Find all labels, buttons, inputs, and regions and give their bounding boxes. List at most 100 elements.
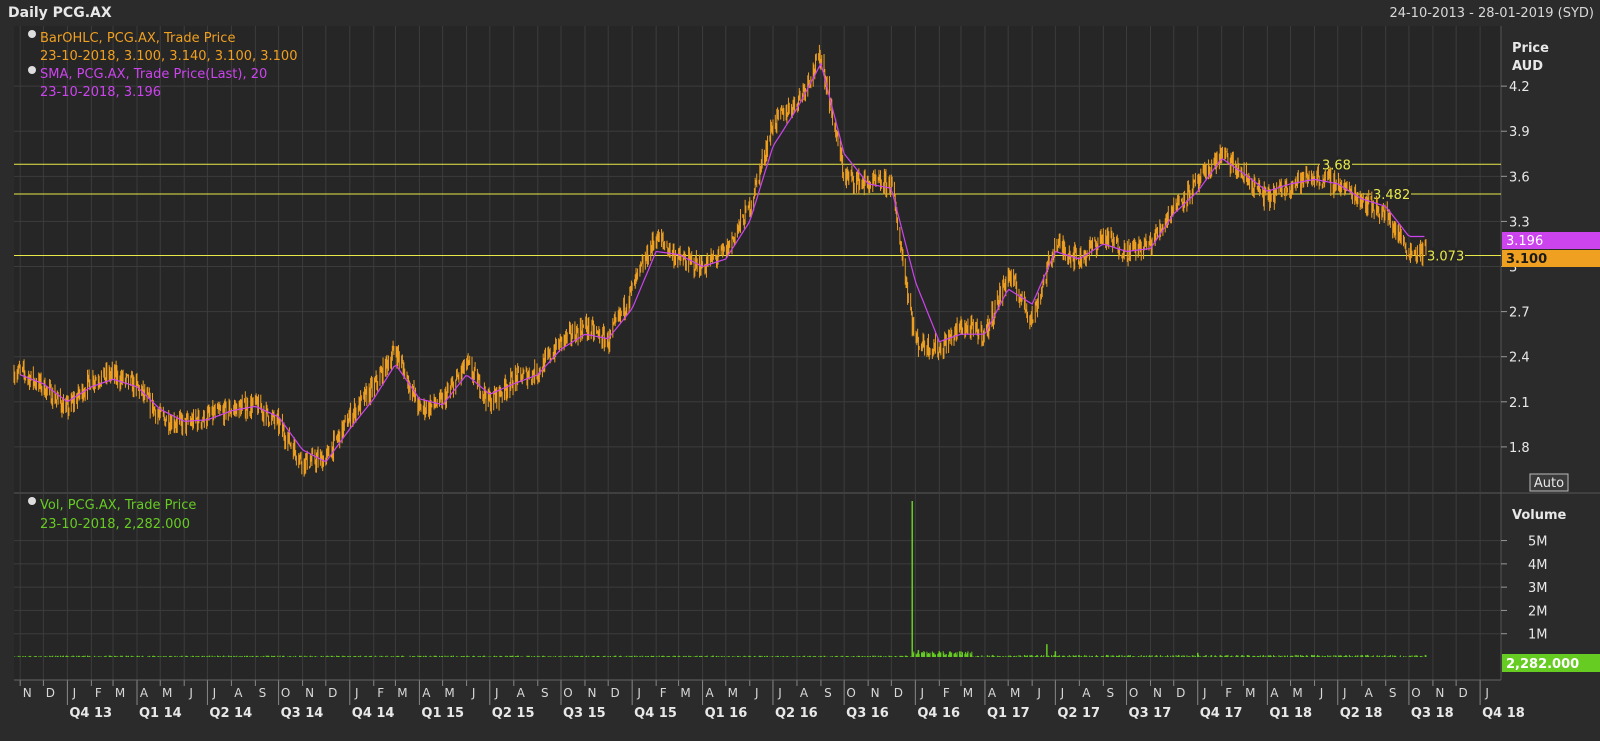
price-axis-unit: AUD — [1512, 59, 1543, 74]
sma-price-tag: 3.196 — [1502, 232, 1600, 249]
x-month-label: A — [1082, 686, 1091, 700]
level-label: 3.073 — [1427, 250, 1464, 265]
x-month-label: J — [1319, 686, 1324, 700]
x-month-label: A — [517, 686, 526, 700]
x-month-label: D — [611, 686, 620, 700]
x-month-label: J — [354, 686, 359, 700]
x-quarter-label: Q4 15 — [634, 706, 677, 721]
x-quarter-label: Q1 15 — [421, 706, 464, 721]
x-quarter-label: Q3 17 — [1129, 706, 1172, 721]
auto-scale-button[interactable]: Auto — [1529, 473, 1569, 492]
x-month-label: A — [705, 686, 714, 700]
y-tick-label: 3M — [1528, 581, 1548, 596]
chart-title: Daily PCG.AX — [8, 5, 112, 21]
x-quarter-label: Q2 17 — [1057, 706, 1100, 721]
y-tick-label: 1.8 — [1509, 441, 1530, 456]
x-month-label: O — [1411, 686, 1420, 700]
x-month-label: M — [1010, 686, 1020, 700]
x-month-label: J — [1484, 686, 1489, 700]
x-quarter-label: Q2 15 — [492, 706, 535, 721]
ohlc-legend-line1: BarOHLC, PCG.AX, Trade Price — [40, 31, 235, 46]
info-icon[interactable] — [28, 30, 36, 38]
x-month-label: D — [1176, 686, 1185, 700]
x-month-label: S — [541, 686, 549, 700]
level-label-bg — [1320, 156, 1352, 172]
y-tick-label: 3.9 — [1509, 125, 1530, 140]
x-month-label: D — [46, 686, 55, 700]
x-month-label: A — [234, 686, 243, 700]
x-month-label: J — [754, 686, 759, 700]
volume-series — [13, 500, 1427, 657]
date-range: 24-10-2013 - 28-01-2019 (SYD) — [1389, 6, 1594, 21]
y-tick-label: 2M — [1528, 604, 1548, 619]
info-icon[interactable] — [28, 497, 36, 505]
x-month-label: D — [1459, 686, 1468, 700]
price-plot-area — [14, 26, 1501, 492]
info-icon[interactable] — [28, 66, 36, 74]
x-quarter-label: Q2 16 — [775, 706, 818, 721]
y-tick-label: 2.1 — [1509, 396, 1530, 411]
x-month-label: S — [824, 686, 832, 700]
x-month-label: M — [1292, 686, 1302, 700]
x-month-label: M — [1245, 686, 1255, 700]
x-quarter-label: Q4 17 — [1200, 706, 1243, 721]
auto-label: Auto — [1534, 476, 1564, 491]
last-volume-text: 2,282.000 — [1506, 657, 1579, 672]
x-month-label: A — [422, 686, 431, 700]
y-tick-label: 4M — [1528, 558, 1548, 573]
x-month-label: O — [281, 686, 290, 700]
vol-legend-line1: Vol, PCG.AX, Trade Price — [40, 498, 196, 513]
x-month-label: F — [377, 686, 384, 700]
x-month-label: A — [800, 686, 809, 700]
x-month-label: J — [1060, 686, 1065, 700]
vol-legend-line2: 23-10-2018, 2,282.000 — [40, 517, 190, 532]
x-month-label: A — [988, 686, 997, 700]
x-month-label: M — [728, 686, 738, 700]
y-tick-label: 3 — [1509, 261, 1517, 276]
x-month-label: J — [1036, 686, 1041, 700]
x-quarter-label: Q4 18 — [1482, 706, 1525, 721]
x-month-label: O — [1129, 686, 1138, 700]
x-month-label: D — [328, 686, 337, 700]
level-label: 3.482 — [1373, 188, 1410, 203]
y-tick-label: 3.3 — [1509, 215, 1530, 230]
last-price-text: 3.100 — [1506, 252, 1547, 267]
horizontal-lines: 3.68 3.482 3.073 — [14, 156, 1501, 265]
x-month-label: S — [259, 686, 267, 700]
sma-tag-text: 3.196 — [1506, 234, 1543, 249]
x-month-label: J — [72, 686, 77, 700]
y-axis: 1.8 2.1 2.4 2.7 3 3.3 3.6 3.9 4.2 1M 2M 3M 4M 5M — [1501, 80, 1548, 643]
last-price-tag: 3.100 — [1502, 250, 1600, 267]
sma-line — [19, 61, 1425, 462]
x-month-label: J — [1202, 686, 1207, 700]
x-month-label: N — [1153, 686, 1162, 700]
y-tick-label: 4.2 — [1509, 80, 1530, 95]
x-month-label: J — [494, 686, 499, 700]
price-legend: BarOHLC, PCG.AX, Trade Price 23-10-2018,… — [28, 30, 297, 100]
x-month-label: A — [1365, 686, 1374, 700]
y-tick-label: 1M — [1528, 628, 1548, 643]
x-quarter-label: Q1 16 — [705, 706, 748, 721]
x-quarter-label: Q4 14 — [352, 706, 395, 721]
volume-axis-title: Volume — [1512, 508, 1567, 523]
x-month-label: J — [471, 686, 476, 700]
sma-legend-line1: SMA, PCG.AX, Trade Price(Last), 20 — [40, 67, 267, 82]
x-month-label: N — [871, 686, 880, 700]
x-month-label: M — [963, 686, 973, 700]
x-month-label: J — [212, 686, 217, 700]
x-month-label: O — [563, 686, 572, 700]
x-month-label: M — [444, 686, 454, 700]
x-quarter-label: Q2 14 — [209, 706, 252, 721]
ohlc-series — [13, 44, 1427, 477]
x-month-label: S — [1107, 686, 1115, 700]
x-month-label: F — [943, 686, 950, 700]
x-quarter-label: Q4 16 — [917, 706, 960, 721]
level-label-bg — [1371, 186, 1411, 202]
ohlc-legend-line2: 23-10-2018, 3.100, 3.140, 3.100, 3.100 — [40, 49, 297, 64]
x-quarter-label: Q1 18 — [1269, 706, 1312, 721]
x-month-label: J — [1342, 686, 1347, 700]
y-tick-label: 3.6 — [1509, 170, 1530, 185]
price-axis-title: Price — [1512, 41, 1549, 56]
